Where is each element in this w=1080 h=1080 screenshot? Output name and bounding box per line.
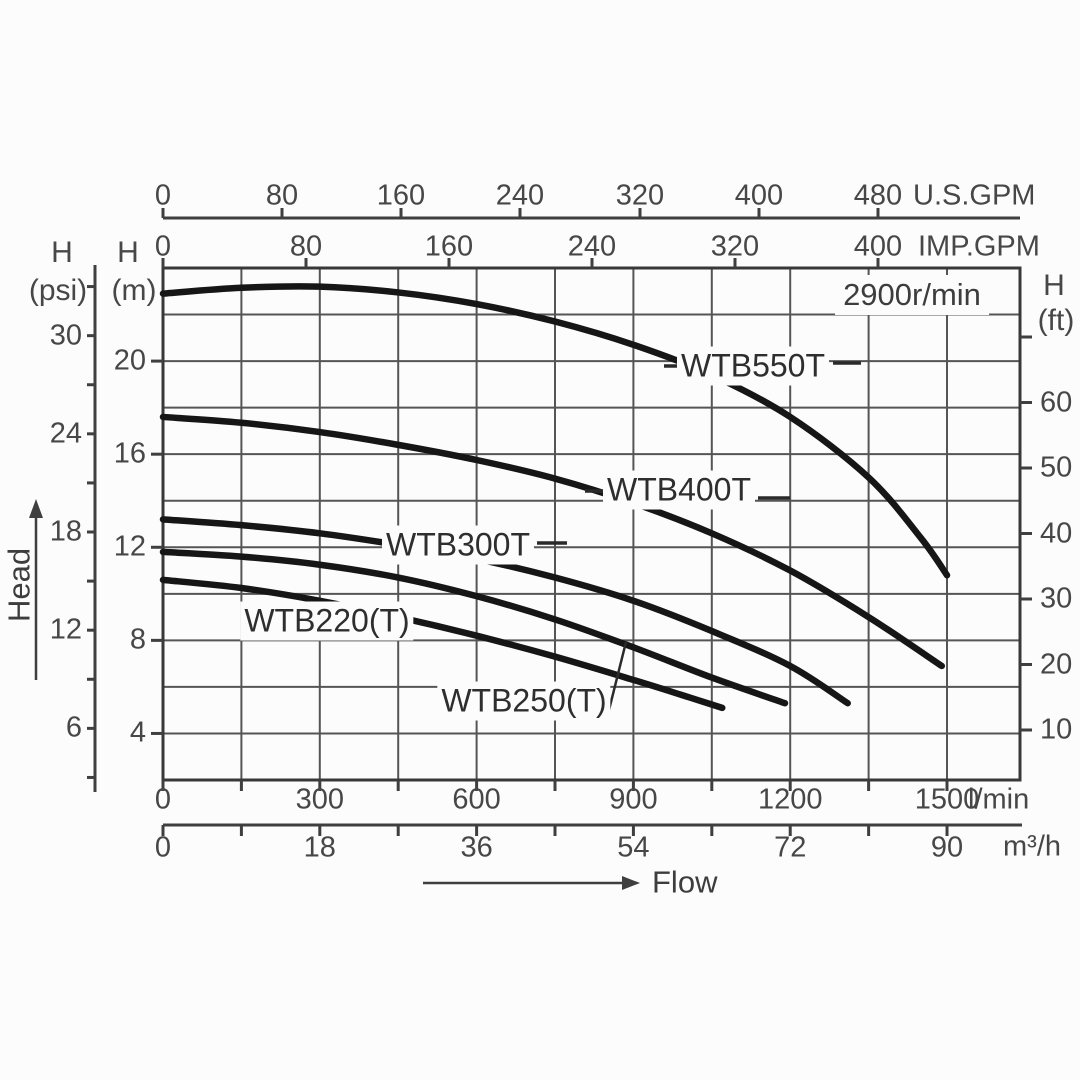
head-psi-unit-label: (psi)	[28, 274, 88, 307]
flow-arrow-head	[622, 876, 640, 890]
head-psi-tick-label-2: 18	[49, 515, 82, 548]
us-gpm-tick-label-0: 0	[154, 179, 172, 212]
head-m-tick-label-2: 12	[113, 530, 146, 563]
lmin-tick-label-2: 600	[452, 783, 501, 816]
pump-curve-wtb550t	[159, 283, 951, 579]
imp-gpm-tick-label-1: 80	[289, 230, 323, 263]
m3h-tick-label-0: 0	[154, 831, 172, 864]
pump-curve-wtb220t	[159, 576, 726, 712]
us-gpm-tick-label-6: 480	[853, 179, 903, 212]
m3h-tick-label-1: 18	[303, 831, 336, 864]
head-ft-tick-label-1: 50	[1040, 451, 1073, 484]
head-psi-tick-label-3: 12	[49, 613, 82, 646]
head-psi-tick-label-4: 6	[65, 711, 82, 744]
head-ft-tick-label-5: 10	[1040, 713, 1073, 746]
imp-gpm-tick-label-0: 0	[154, 230, 172, 263]
head-ft-h-label: H	[1043, 269, 1065, 302]
us-gpm-tick-label-4: 320	[615, 179, 665, 212]
imp-gpm-tick-label-5: 400	[853, 230, 903, 263]
head-m-h-label: H	[117, 236, 139, 269]
m3h-tick-label-3: 54	[617, 831, 650, 864]
us-gpm-tick-label-1: 80	[265, 179, 299, 212]
head-m-tick-label-4: 4	[129, 716, 146, 749]
head-ft-tick-label-4: 20	[1040, 648, 1073, 680]
curve-label-wtb250t: WTB250(T)	[437, 681, 611, 721]
m3h-tick-label-4: 72	[774, 831, 807, 864]
imp-gpm-tick-label-4: 320	[710, 230, 760, 263]
head-ft-tick-label-2: 40	[1040, 517, 1073, 549]
lmin-tick-label-1: 300	[295, 783, 344, 816]
head-arrow-head	[29, 499, 43, 518]
curve-label-wtb300t: WTB300T	[381, 525, 535, 565]
imp-gpm-tick-label-3: 240	[567, 230, 617, 263]
lmin-tick-label-5: 1500	[914, 783, 980, 816]
head-m-unit-label: (m)	[111, 274, 157, 307]
head-m-tick-label-3: 8	[129, 623, 146, 656]
head-axis-caption: Head	[1, 547, 37, 623]
curve-label-wtb400t: WTB400T	[602, 470, 756, 510]
m3h-tick-label-5: 90	[930, 831, 964, 864]
pump-curve-wtb250t	[159, 548, 789, 707]
head-psi-tick-label-1: 24	[49, 417, 82, 450]
head-ft-tick-label-3: 30	[1040, 582, 1073, 615]
head-psi-tick-label-0: 30	[49, 319, 82, 352]
us-gpm-tick-label-5: 400	[734, 179, 784, 212]
head-m-tick-label-0: 20	[113, 344, 146, 377]
pump-curve-wtb300t	[159, 516, 851, 707]
curve-label-wtb550t: WTB550T	[676, 346, 830, 386]
speed-annotation: 2900r/min	[835, 275, 989, 315]
us-gpm-tick-label-2: 160	[376, 179, 426, 212]
m3h-tick-label-2: 36	[460, 831, 493, 864]
lmin-tick-label-0: 0	[154, 783, 172, 816]
head-ft-unit-label: (ft)	[1037, 304, 1075, 337]
head-psi-h-label: H	[51, 236, 73, 269]
us-gpm-unit-label: U.S.GPM	[913, 179, 1036, 212]
lmin-tick-label-3: 900	[609, 783, 658, 816]
us-gpm-tick-label-3: 240	[495, 179, 545, 212]
m3h-unit-label: m³/h	[1003, 830, 1061, 863]
imp-gpm-unit-label: IMP.GPM	[918, 230, 1040, 263]
wtb250t-leader-line	[606, 641, 628, 715]
head-ft-tick-label-0: 60	[1040, 386, 1073, 418]
lmin-unit-label: l/min	[968, 783, 1030, 816]
curve-label-wtb220t: WTB220(T)	[240, 601, 414, 641]
flow-axis-caption: Flow	[652, 864, 718, 900]
head-m-tick-label-1: 16	[113, 437, 146, 470]
pump-curve-wtb400t	[159, 413, 946, 670]
imp-gpm-tick-label-2: 160	[424, 230, 474, 263]
lmin-tick-label-4: 1200	[757, 783, 823, 816]
